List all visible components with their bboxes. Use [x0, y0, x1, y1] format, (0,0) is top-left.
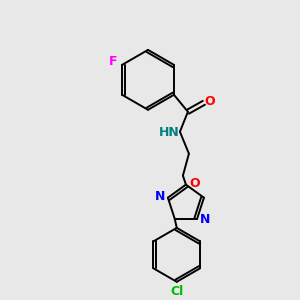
Text: Cl: Cl [170, 285, 183, 298]
Text: N: N [155, 190, 165, 203]
Text: N: N [200, 213, 210, 226]
Text: F: F [109, 56, 117, 68]
Text: HN: HN [159, 126, 179, 139]
Text: O: O [205, 95, 215, 108]
Text: O: O [190, 177, 200, 190]
